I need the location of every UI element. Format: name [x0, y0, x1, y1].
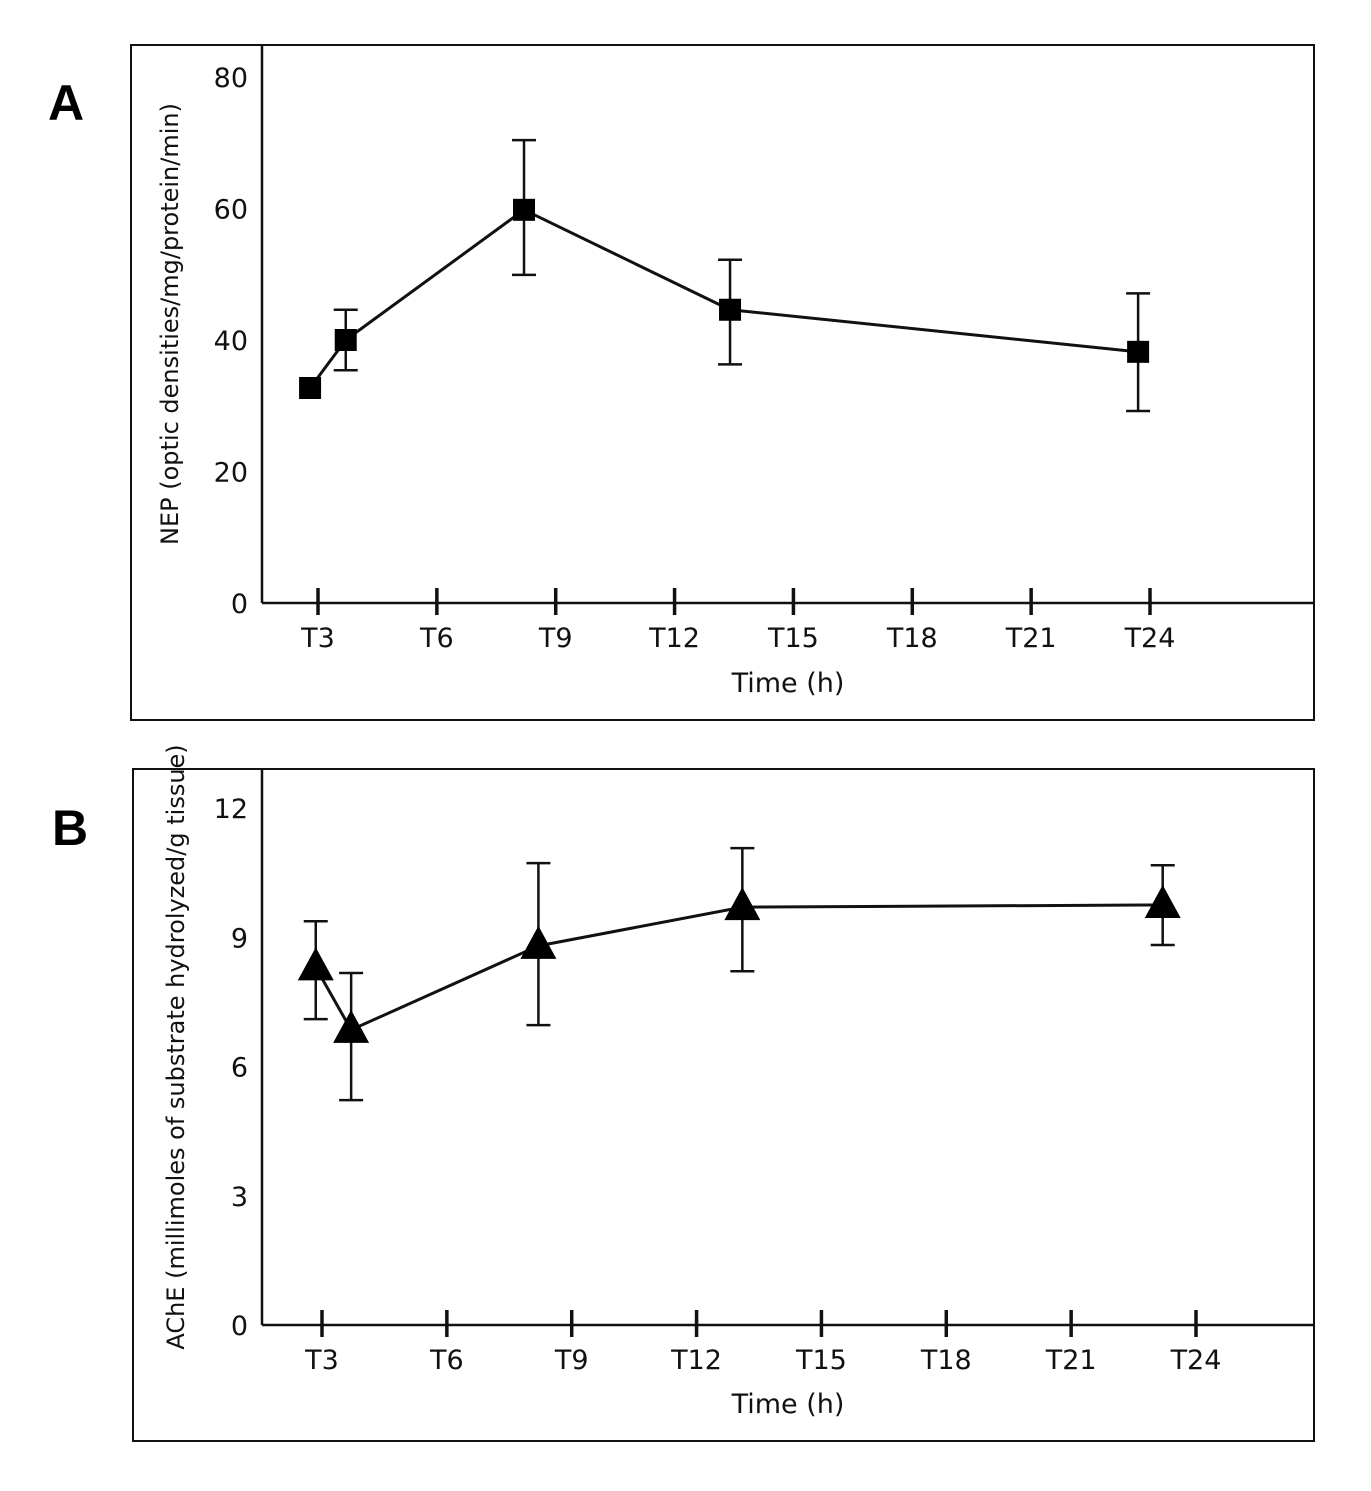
panel-b-series-line	[314, 903, 1163, 1032]
panel-a-data-point	[513, 198, 536, 221]
panel-b-x-tick-label: T18	[920, 1345, 972, 1376]
panel-a-data-point	[299, 376, 322, 399]
panel-b-x-axis-title: Time (h)	[731, 1389, 845, 1420]
panel-a-x-tick-label: T15	[767, 623, 819, 654]
panel-b-x-tick-label: T12	[670, 1345, 722, 1376]
panel-b-x-tick-label: T6	[429, 1345, 464, 1376]
panel-a-y-tick-label: 60	[214, 195, 248, 226]
panel-a-x-tick-label: T9	[538, 623, 573, 654]
panel-a-x-tick-label: T6	[419, 623, 454, 654]
panel-a-y-tick-label: 80	[214, 63, 248, 94]
panel-b-x-tick-label: T9	[554, 1345, 589, 1376]
panel-a-x-tick-label: T21	[1005, 623, 1057, 654]
panel-b-frame	[132, 768, 1315, 1442]
panel-a-y-tick-label: 20	[214, 458, 248, 489]
panel-a-y-axis-title: NEP (optic densities/mg/protein/min)	[156, 103, 184, 545]
panel-b-x-tick-label: T21	[1045, 1345, 1097, 1376]
panel-a-y-tick-label: 0	[231, 589, 248, 620]
panel-label-a: A	[48, 75, 84, 131]
panel-b-y-tick-label: 0	[231, 1311, 248, 1342]
panel-b-y-axis-title: AChE (millimoles of substrate hydrolyzed…	[162, 744, 190, 1349]
panel-a-x-tick-label: T12	[648, 623, 700, 654]
panel-a-data-point	[334, 329, 357, 351]
panel-b-data-point	[520, 925, 557, 959]
panel-a-x-tick-label: T24	[1124, 623, 1176, 654]
panel-a-data-point	[1127, 340, 1150, 363]
panel-a-y-tick-label: 40	[214, 326, 248, 357]
panel-b-y-tick-label: 12	[214, 794, 248, 825]
panel-b-y-tick-label: 3	[231, 1182, 248, 1213]
panel-a-x-tick-label: T3	[300, 623, 335, 654]
panel-a-frame	[130, 44, 1315, 721]
panel-b-y-tick-label: 6	[231, 1053, 248, 1084]
panel-b-data-point	[724, 887, 761, 921]
panel-a-x-tick-label: T18	[886, 623, 938, 654]
panel-label-b: B	[52, 800, 88, 856]
panel-b-data-point	[297, 947, 334, 981]
panel-b-x-tick-label: T24	[1170, 1345, 1222, 1376]
panel-b-data-point	[1144, 884, 1181, 918]
panel-a-data-point	[719, 298, 742, 321]
panel-b-data-point	[333, 1009, 370, 1043]
panel-a-x-axis-title: Time (h)	[731, 668, 845, 699]
panel-b-y-tick-label: 9	[231, 923, 248, 954]
panel-b-x-tick-label: T15	[795, 1345, 847, 1376]
panel-b-x-tick-label: T3	[304, 1345, 339, 1376]
